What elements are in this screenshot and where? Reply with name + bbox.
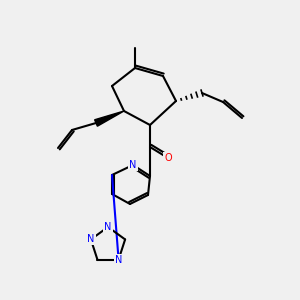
- Text: N: N: [115, 255, 122, 265]
- Text: N: N: [129, 160, 137, 170]
- Text: N: N: [129, 160, 137, 170]
- Polygon shape: [94, 111, 124, 126]
- Text: O: O: [164, 153, 172, 163]
- Text: N: N: [104, 222, 112, 232]
- Text: N: N: [87, 234, 94, 244]
